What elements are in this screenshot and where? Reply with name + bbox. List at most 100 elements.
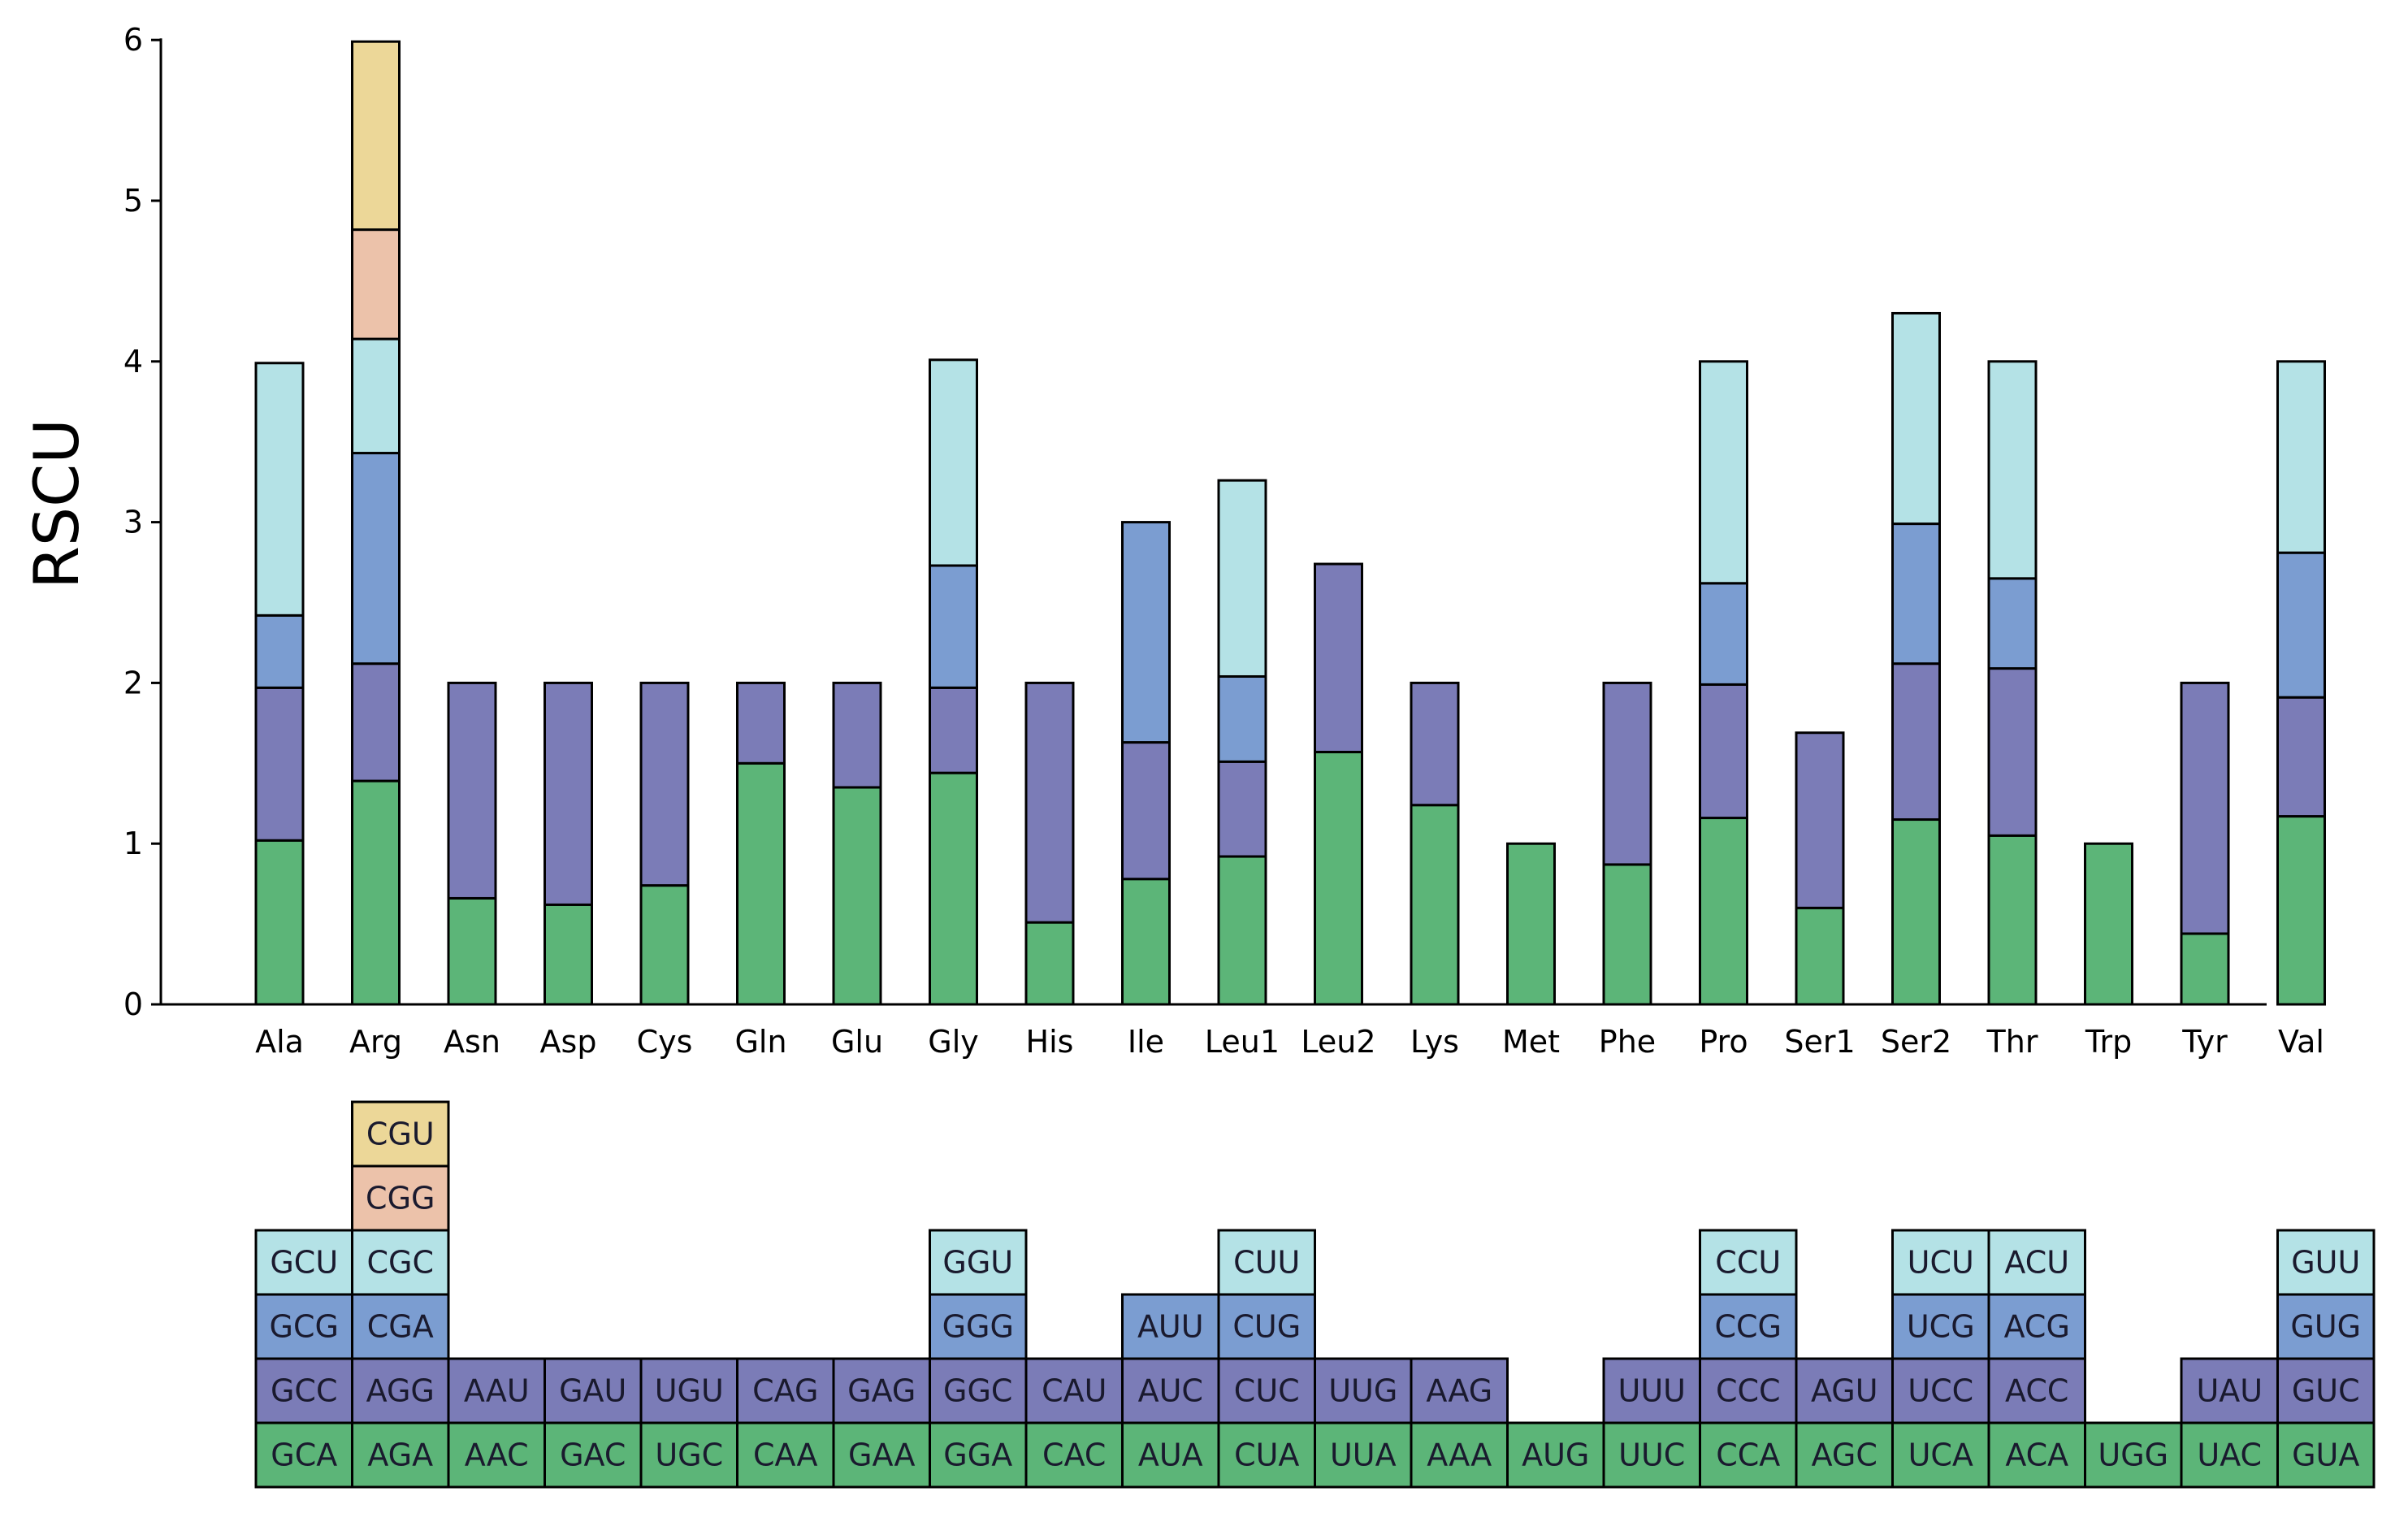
bar-segment-gly-gga: [929, 771, 978, 1006]
bar-segment-phe-uuu: [1602, 681, 1652, 866]
codon-label-uac: UAC: [2197, 1437, 2262, 1473]
codon-label-ggg: GGG: [942, 1309, 1014, 1345]
codon-label-cgc: CGC: [366, 1245, 434, 1281]
bar-segment-thr-acc: [1987, 667, 2038, 837]
bar-segment-ile-auc: [1121, 741, 1171, 881]
bar-segment-leu1-cuu: [1217, 479, 1267, 678]
codon-cell-aag: [1410, 1357, 1509, 1424]
y-tick-label: 1: [123, 826, 143, 861]
codon-label-gcu: GCU: [270, 1245, 338, 1281]
bar-segment-leu1-cuc: [1217, 760, 1267, 858]
bar-segment-leu2-uua: [1314, 750, 1363, 1006]
x-tick-label-val: Val: [2278, 1024, 2324, 1060]
bar-segment-val-guu: [2276, 360, 2326, 554]
bar-segment-pro-cca: [1699, 817, 1748, 1006]
codon-cell-ggc: [929, 1357, 1028, 1424]
bar-segment-thr-acg: [1987, 577, 2038, 670]
codon-label-caa: CAA: [753, 1437, 818, 1473]
bar-segment-tyr-uac: [2180, 932, 2230, 1006]
bar-segment-arg-cgg: [351, 228, 401, 340]
codon-cell-cuu: [1217, 1229, 1316, 1296]
bar-segment-pro-ccg: [1699, 582, 1748, 686]
bar-segment-ser1-agu: [1795, 731, 1845, 909]
codon-label-gga: GGA: [943, 1437, 1012, 1473]
codon-label-aaa: AAA: [1427, 1437, 1492, 1473]
codon-label-aac: AAC: [465, 1437, 529, 1473]
bar-segment-leu2-uug: [1314, 562, 1363, 753]
codon-label-ugu: UGU: [655, 1373, 724, 1409]
codon-cell-cgg: [351, 1164, 450, 1232]
codon-cell-acg: [1987, 1293, 2086, 1360]
codon-label-ggc: GGC: [943, 1373, 1012, 1409]
codon-label-uug: UUG: [1328, 1373, 1397, 1409]
codon-label-ccc: CCC: [1716, 1373, 1781, 1409]
codon-label-cag: CAG: [752, 1373, 818, 1409]
codon-label-gcc: GCC: [271, 1373, 338, 1409]
codon-label-agc: AGC: [1812, 1437, 1877, 1473]
bar-segment-ser1-agc: [1795, 906, 1845, 1006]
codon-cell-agu: [1795, 1357, 1894, 1424]
bar-segment-arg-cgc: [351, 337, 401, 455]
y-axis-label: RSCU: [20, 418, 93, 589]
bar-segment-tyr-uau: [2180, 681, 2230, 935]
x-axis-tick-labels: Ala Arg Asn Asp Cys Gln Glu Gly His Ile Leu1 Leu2 Ly…: [255, 1024, 2324, 1060]
y-tick-label: 0: [123, 986, 143, 1022]
y-tick-label: 5: [123, 183, 143, 219]
bar-segment-gly-ggg: [929, 564, 978, 689]
codon-cell-uua: [1314, 1421, 1413, 1489]
bar-segment-ala-gcu: [254, 362, 305, 617]
bar-segment-glu-gag: [832, 681, 882, 789]
codon-label-acc: ACC: [2005, 1373, 2068, 1409]
bar-segment-ser2-uca: [1891, 818, 1941, 1006]
codon-cell-gga: [929, 1421, 1028, 1489]
codon-label-gua: GUA: [2292, 1437, 2359, 1473]
codon-label-cgg: CGG: [366, 1181, 435, 1216]
bar-segment-thr-acu: [1987, 360, 2038, 580]
codon-label-uca: UCA: [1908, 1437, 1973, 1473]
x-tick-label-leu2: Leu2: [1301, 1024, 1375, 1060]
codon-cell-uau: [2180, 1357, 2279, 1424]
x-tick-label-gln: Gln: [734, 1024, 786, 1060]
bar-segment-lys-aaa: [1410, 804, 1460, 1006]
codon-label-agu: AGU: [1811, 1373, 1878, 1409]
codon-label-gac: GAC: [560, 1437, 626, 1473]
codon-label-ugg: UGG: [2098, 1437, 2168, 1473]
x-tick-label-ile: Ile: [1128, 1024, 1164, 1060]
x-tick-label-tyr: Tyr: [2181, 1024, 2228, 1060]
codon-label-cug: CUG: [1232, 1309, 1301, 1345]
codon-label-cua: CUA: [1234, 1437, 1299, 1473]
bar-segment-ala-gcg: [254, 614, 305, 689]
codon-label-cgu: CGU: [366, 1117, 435, 1152]
bar-segment-cys-ugc: [639, 884, 690, 1006]
codon-legend-table: GCA GCC GCG GCU AGA AGG CGA CGC CGG CGU AAC AAU GAC G…: [254, 1100, 2376, 1489]
bar-segment-arg-cga: [351, 452, 401, 666]
bar-segment-arg-cgu: [351, 40, 401, 232]
x-tick-label-thr: Thr: [1986, 1024, 2038, 1060]
codon-label-auc: AUC: [1138, 1373, 1203, 1409]
bar-segment-asn-aac: [447, 896, 497, 1006]
x-tick-label-lys: Lys: [1410, 1024, 1459, 1060]
x-tick-label-leu1: Leu1: [1205, 1024, 1280, 1060]
x-tick-label-ser1: Ser1: [1784, 1024, 1855, 1060]
codon-label-uau: UAU: [2196, 1373, 2263, 1409]
bar-segment-ser2-ucg: [1891, 523, 1941, 666]
codon-cell-guc: [2276, 1357, 2376, 1424]
codon-label-gcg: GCG: [270, 1309, 339, 1345]
codon-label-acu: ACU: [2004, 1245, 2069, 1281]
y-tick-label: 3: [123, 505, 143, 540]
bar-segment-trp-ugg: [2084, 842, 2133, 1006]
x-tick-label-asp: Asp: [540, 1024, 597, 1060]
bar-segment-asn-aau: [447, 681, 497, 900]
codon-label-guc: GUC: [2292, 1373, 2360, 1409]
codon-label-ggu: GGU: [942, 1245, 1013, 1281]
codon-label-uuc: UUC: [1618, 1437, 1685, 1473]
x-tick-label-trp: Trp: [2085, 1024, 2132, 1060]
codon-label-gau: GAU: [559, 1373, 626, 1409]
codon-cell-acu: [1987, 1229, 2086, 1296]
codon-label-aug: AUG: [1522, 1437, 1589, 1473]
x-tick-label-cys: Cys: [637, 1024, 693, 1060]
codon-cell-aca: [1987, 1421, 2086, 1489]
codon-label-ucc: UCC: [1908, 1373, 1973, 1409]
codon-label-cga: CGA: [367, 1309, 434, 1345]
codon-label-aag: AAG: [1426, 1373, 1492, 1409]
